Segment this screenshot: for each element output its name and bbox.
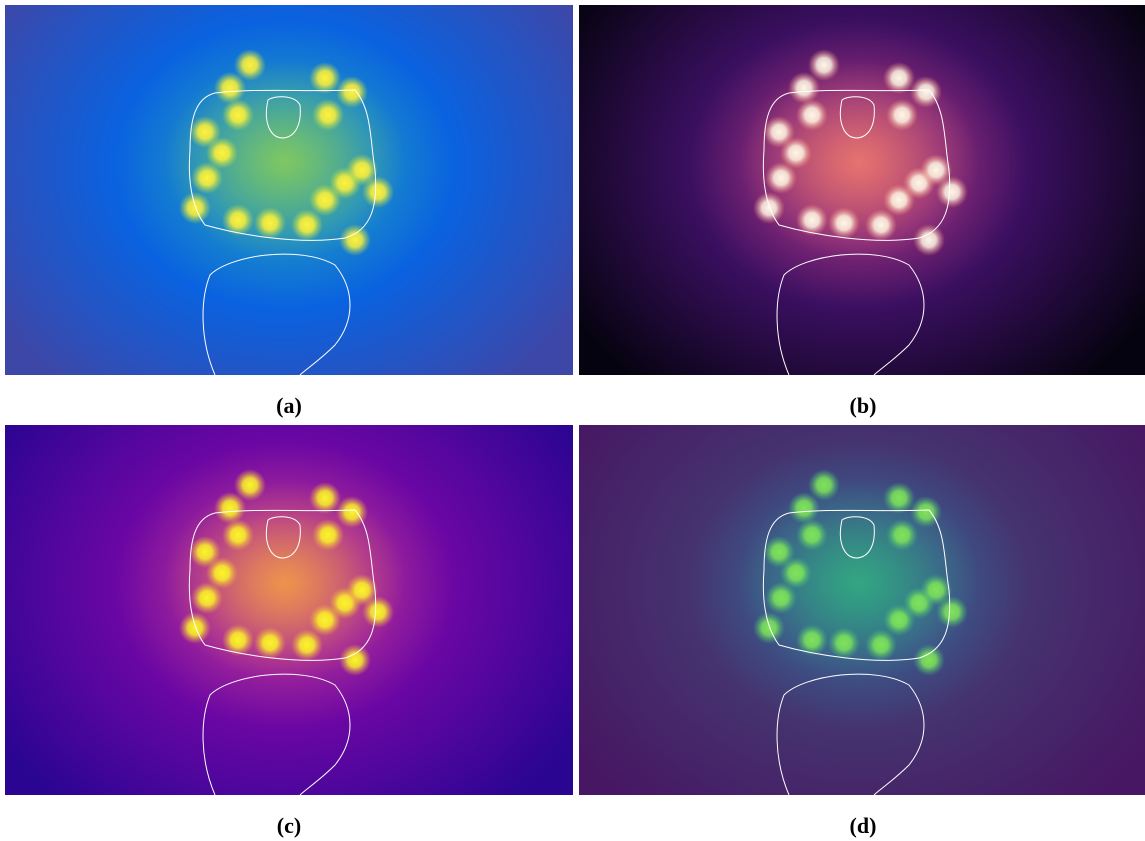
panel-label: (a) (5, 393, 573, 419)
hotspot (222, 624, 254, 656)
hotspot (191, 162, 223, 194)
hotspot (339, 224, 371, 256)
hotspot (309, 62, 341, 94)
hotspot (796, 99, 828, 131)
hotspot (753, 192, 785, 224)
hotspot (254, 627, 286, 659)
hotspot (883, 482, 915, 514)
hotspot (179, 612, 211, 644)
hotspot (254, 207, 286, 239)
hotspot (753, 612, 785, 644)
hotspot (828, 207, 860, 239)
hotspot (179, 192, 211, 224)
panel-label: (b) (579, 393, 1145, 419)
heatmap-panel (579, 425, 1145, 795)
heatmap-panel (5, 5, 573, 375)
hotspot (765, 162, 797, 194)
hotspot (883, 62, 915, 94)
heatmap-panel (579, 5, 1145, 375)
hotspot (234, 469, 266, 501)
hotspot (913, 644, 945, 676)
hotspot (362, 176, 394, 208)
panel-label: (c) (5, 813, 573, 839)
panel-label: (d) (579, 813, 1145, 839)
hotspot (339, 644, 371, 676)
figure: (a) (b) (c) (d) (() => { const data = JS… (0, 0, 1145, 841)
hotspot (796, 624, 828, 656)
hotspot (796, 519, 828, 551)
hotspot (191, 582, 223, 614)
hotspot (913, 224, 945, 256)
hotspot (808, 49, 840, 81)
hotspot (886, 519, 918, 551)
hotspot (828, 627, 860, 659)
hotspot (936, 176, 968, 208)
hotspot (808, 469, 840, 501)
hotspot (222, 204, 254, 236)
hotspot (309, 482, 341, 514)
hotspot (234, 49, 266, 81)
hotspot (796, 204, 828, 236)
hotspot (222, 519, 254, 551)
hotspot (312, 99, 344, 131)
hotspot (312, 519, 344, 551)
hotspot (222, 99, 254, 131)
hotspot (936, 596, 968, 628)
hotspot (886, 99, 918, 131)
hotspot (765, 582, 797, 614)
hotspot (362, 596, 394, 628)
heatmap-panel (5, 425, 573, 795)
